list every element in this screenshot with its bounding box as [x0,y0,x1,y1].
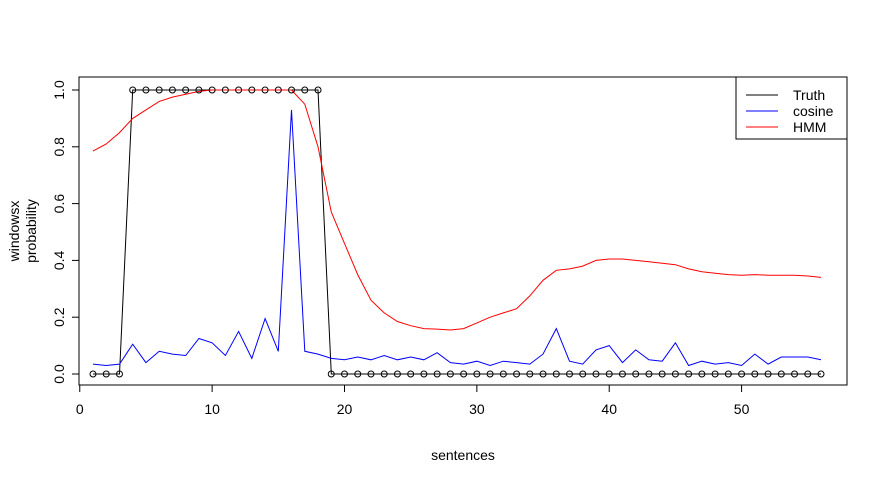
truth-point [579,370,587,378]
truth-point [327,370,335,378]
truth-point [433,370,441,378]
truth-point [513,370,521,378]
legend-label-truth: Truth [793,87,825,103]
truth-point [751,370,759,378]
truth-point [288,86,296,94]
series-line-hmm [92,89,822,331]
x-tick-label: 10 [204,401,220,417]
truth-point [671,370,679,378]
truth-point [168,86,176,94]
legend-label-hmm: HMM [793,119,826,135]
series-line-cosine [92,109,822,367]
truth-point [235,86,243,94]
y-tick-label: 1.0 [51,80,67,100]
truth-point [182,86,190,94]
plot-frame [78,76,848,386]
truth-point [526,370,534,378]
y-axis-label-line-1: windowsx [6,201,22,263]
truth-point [446,370,454,378]
truth-point [367,370,375,378]
truth-point [566,370,574,378]
legend-label-cosine: cosine [793,103,834,119]
truth-point [221,86,229,94]
truth-point [115,370,123,378]
axes: 0 10 20 30 40 50 0.0 0.2 0.4 0.6 0.8 1.0 [51,80,750,417]
legend: Truth cosine HMM [735,76,848,140]
truth-point [632,370,640,378]
truth-point [155,86,163,94]
truth-point [314,86,322,94]
truth-point [698,370,706,378]
truth-point [420,370,428,378]
truth-point [473,370,481,378]
y-axis-label-line-2: probability [23,199,39,263]
truth-point [208,86,216,94]
truth-point [354,370,362,378]
x-tick-label: 40 [601,401,617,417]
truth-point [605,370,613,378]
truth-point [777,370,785,378]
y-tick-label: 0.4 [51,250,67,270]
truth-point [738,370,746,378]
x-tick-label: 50 [734,401,750,417]
truth-point [791,370,799,378]
truth-point [645,370,653,378]
truth-point [393,370,401,378]
x-tick-label: 20 [337,401,353,417]
truth-point [248,86,256,94]
truth-point [274,86,282,94]
truth-point [658,370,666,378]
truth-point [89,370,97,378]
truth-point [539,370,547,378]
series-layer [92,89,822,375]
truth-point [142,86,150,94]
truth-point [380,370,388,378]
truth-point [129,86,137,94]
y-tick-label: 0.6 [51,194,67,214]
truth-point [711,370,719,378]
truth-point [618,370,626,378]
truth-point [685,370,693,378]
truth-point [724,370,732,378]
truth-point [817,370,825,378]
truth-point [102,370,110,378]
y-tick-label: 0.2 [51,307,67,327]
truth-point [552,370,560,378]
truth-point [407,370,415,378]
truth-point [301,86,309,94]
legend-box [735,76,848,140]
truth-point [261,86,269,94]
truth-point [592,370,600,378]
truth-point [486,370,494,378]
x-tick-label: 0 [76,401,84,417]
truth-markers [89,86,825,378]
truth-point [499,370,507,378]
truth-point [460,370,468,378]
series-line-truth [93,89,821,375]
truth-point [764,370,772,378]
truth-point [195,86,203,94]
x-tick-label: 30 [469,401,485,417]
x-axis-label: sentences [431,447,495,463]
truth-point [340,370,348,378]
y-tick-label: 0.8 [51,137,67,157]
truth-point [804,370,812,378]
y-tick-label: 0.0 [51,364,67,384]
